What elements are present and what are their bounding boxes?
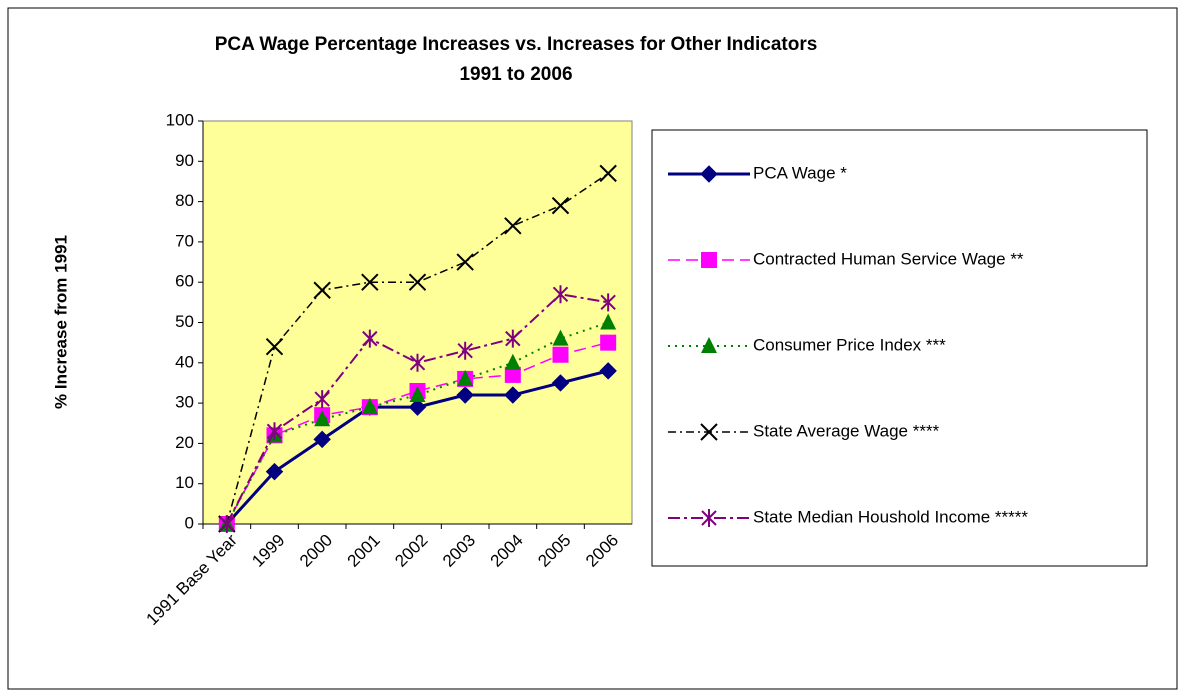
- series-line: [226, 341, 609, 525]
- marker: [552, 285, 569, 304]
- y-tick-label: 0: [185, 513, 194, 532]
- series-line: [225, 321, 609, 525]
- marker: [551, 374, 570, 392]
- legend-label: Contracted Human Service Wage **: [753, 249, 1024, 268]
- y-tick-label: 30: [175, 393, 194, 412]
- legend-label: Consumer Price Index ***: [753, 335, 946, 354]
- marker: [504, 366, 521, 383]
- y-tick-label: 90: [175, 151, 194, 170]
- marker: [314, 390, 330, 409]
- marker: [504, 217, 522, 235]
- legend-label: State Median Houshold Income *****: [753, 507, 1028, 526]
- y-tick-label: 100: [166, 110, 194, 129]
- legend-box: [651, 129, 1148, 567]
- marker: [408, 398, 427, 416]
- marker: [700, 165, 718, 183]
- y-tick-label: 10: [175, 473, 194, 492]
- marker: [552, 329, 569, 346]
- marker: [313, 281, 331, 299]
- marker: [219, 515, 235, 533]
- marker: [265, 337, 284, 356]
- marker: [456, 386, 474, 404]
- marker: [362, 329, 378, 348]
- marker: [701, 252, 717, 268]
- marker: [266, 422, 283, 441]
- marker: [600, 334, 617, 351]
- marker: [504, 386, 522, 404]
- marker: [599, 362, 617, 380]
- marker: [457, 369, 474, 386]
- marker: [361, 398, 378, 415]
- marker: [600, 313, 617, 330]
- marker: [701, 337, 717, 353]
- y-tick-label: 80: [175, 191, 194, 210]
- y-tick-label: 50: [175, 312, 194, 331]
- marker: [456, 253, 474, 271]
- series-line: [226, 172, 609, 525]
- marker: [504, 353, 521, 370]
- marker: [551, 196, 570, 215]
- marker: [600, 293, 616, 312]
- marker: [361, 273, 379, 291]
- legend-label: State Average Wage ****: [753, 421, 940, 440]
- y-tick-label: 20: [175, 433, 194, 452]
- chart-title: PCA Wage Percentage Increases vs. Increa…: [215, 34, 818, 55]
- marker: [700, 423, 718, 441]
- plot-area: [202, 120, 633, 525]
- marker: [505, 329, 521, 348]
- marker: [409, 386, 426, 403]
- marker: [265, 462, 284, 481]
- marker: [457, 341, 473, 360]
- chart-subtitle: 1991 to 2006: [459, 64, 572, 85]
- y-axis-label: % Increase from 1991: [51, 235, 70, 409]
- marker: [701, 509, 717, 527]
- marker: [409, 353, 426, 372]
- y-tick-label: 60: [175, 272, 194, 291]
- marker: [599, 164, 617, 183]
- marker: [314, 410, 331, 427]
- marker: [552, 346, 569, 363]
- marker: [313, 430, 331, 449]
- marker: [408, 273, 427, 291]
- y-tick-label: 70: [175, 231, 194, 250]
- y-tick-label: 40: [175, 352, 194, 371]
- legend-label: PCA Wage *: [753, 163, 847, 182]
